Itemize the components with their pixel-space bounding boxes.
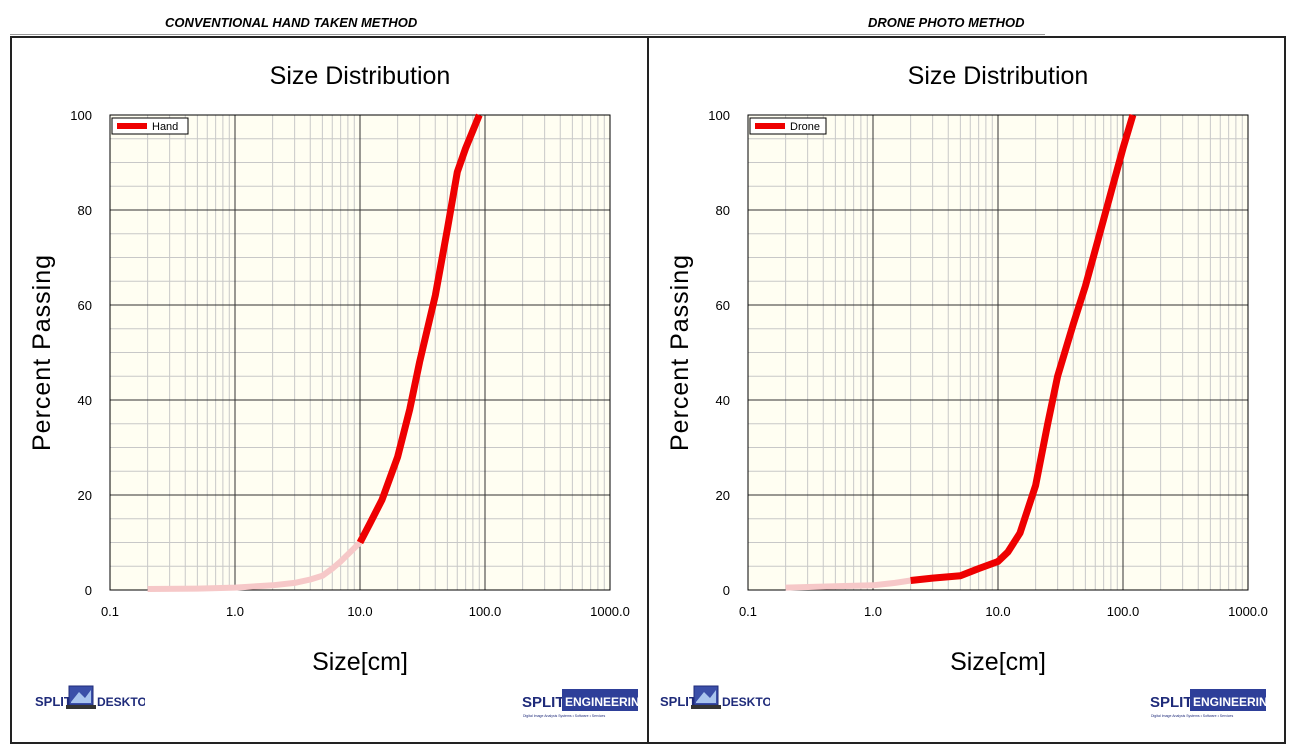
y-tick-label: 20 <box>78 488 92 503</box>
y-axis-label: Percent Passing <box>666 254 694 451</box>
legend-swatch <box>117 123 147 129</box>
series-line-faded <box>147 540 363 592</box>
split-engineering-logo-left: SPLIT ENGINEERING Digital Image Analysis… <box>522 689 640 718</box>
split-desktop-logo-left-desktop: DESKTOP <box>97 695 145 709</box>
panel-divider <box>647 36 649 744</box>
split-engineering-logo-left-engineering: ENGINEERING <box>565 695 640 709</box>
plot-border <box>109 114 611 591</box>
y-tick-label: 40 <box>716 393 730 408</box>
y-tick-label: 0 <box>85 583 92 598</box>
x-axis-label: Size[cm] <box>950 648 1046 676</box>
right-panel-header: DRONE PHOTO METHOD <box>868 15 1025 30</box>
computer-icon <box>691 685 721 709</box>
series-line <box>910 114 1137 584</box>
legend: Drone <box>749 117 827 135</box>
legend-label: Drone <box>790 121 820 133</box>
series-line-faded <box>785 577 912 591</box>
left-panel-header: CONVENTIONAL HAND TAKEN METHOD <box>165 15 418 30</box>
x-tick-label: 0.1 <box>101 604 119 619</box>
y-tick-label: 100 <box>708 108 730 123</box>
chart-title: Size Distribution <box>270 62 451 90</box>
legend-label: Hand <box>152 121 178 133</box>
computer-icon <box>66 685 96 709</box>
split-desktop-logo-left-split: SPLIT <box>35 694 72 709</box>
legend: Hand <box>111 117 189 135</box>
x-tick-label: 1000.0 <box>590 604 630 619</box>
y-axis-label: Percent Passing <box>28 254 56 451</box>
minor-gridlines <box>748 115 1248 590</box>
split-engineering-logo-left-tagline: Digital Image Analysis Systems • Softwar… <box>523 714 605 718</box>
x-tick-label: 1000.0 <box>1228 604 1268 619</box>
split-desktop-logo-right-desktop: DESKTOP <box>722 695 770 709</box>
x-axis-label: Size[cm] <box>312 648 408 676</box>
split-engineering-logo-right-split: SPLIT <box>1150 694 1193 711</box>
x-tick-label: 10.0 <box>985 604 1010 619</box>
split-desktop-logo-right: SPLIT DESKTOP <box>660 685 770 709</box>
header-underline <box>10 34 1045 35</box>
drone-size-distribution-chart: 0.1 1.0 10.0 100.0 1000.0 0 20 40 60 80 100 Size Di… <box>666 62 1268 676</box>
y-tick-label: 60 <box>78 298 92 313</box>
x-tick-label: 1.0 <box>226 604 244 619</box>
series-line <box>356 113 483 545</box>
x-tick-label: 10.0 <box>347 604 372 619</box>
y-tick-label: 60 <box>716 298 730 313</box>
x-tick-label: 0.1 <box>739 604 757 619</box>
x-tick-label: 100.0 <box>469 604 502 619</box>
split-engineering-logo-right: SPLIT ENGINEERING Digital Image Analysis… <box>1150 689 1268 718</box>
split-engineering-logo-left-split: SPLIT <box>522 694 565 711</box>
hand-size-distribution-chart: 0.1 1.0 10.0 100.0 1000.0 0 20 40 60 80 100 Size Di… <box>28 62 630 676</box>
split-desktop-logo-right-split: SPLIT <box>660 694 697 709</box>
x-tick-label: 100.0 <box>1107 604 1140 619</box>
y-tick-label: 40 <box>78 393 92 408</box>
y-tick-label: 80 <box>716 203 730 218</box>
split-engineering-logo-right-engineering: ENGINEERING <box>1193 695 1268 709</box>
legend-swatch <box>755 123 785 129</box>
y-tick-label: 0 <box>723 583 730 598</box>
x-tick-label: 1.0 <box>864 604 882 619</box>
y-tick-label: 80 <box>78 203 92 218</box>
plot-border <box>747 114 1249 591</box>
y-tick-label: 100 <box>70 108 92 123</box>
chart-title: Size Distribution <box>908 62 1089 90</box>
y-tick-label: 20 <box>716 488 730 503</box>
split-desktop-logo-left: SPLIT DESKTOP <box>35 685 145 709</box>
split-engineering-logo-right-tagline: Digital Image Analysis Systems • Softwar… <box>1151 714 1233 718</box>
